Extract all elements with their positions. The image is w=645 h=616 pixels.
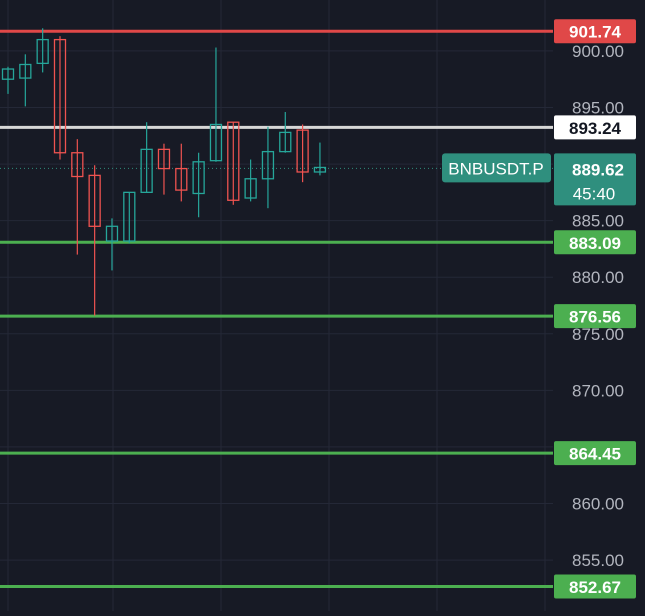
candle-body [53, 38, 67, 154]
candle [123, 191, 136, 244]
level-badge-852.67 [554, 574, 636, 599]
candle [88, 165, 101, 316]
level-badge-883.09 [554, 230, 636, 255]
candle-body [175, 167, 188, 191]
level-value-label: 901.74 [569, 23, 622, 42]
candle-body [123, 191, 136, 242]
symbol-label: BNBUSDT.P [448, 159, 543, 178]
grid [0, 0, 553, 611]
candle-body [88, 174, 101, 227]
candle-body [1, 68, 15, 80]
candle-body [279, 131, 292, 153]
symbol-badge [442, 153, 551, 183]
y-tick-label: 860.00 [572, 495, 624, 514]
candle [53, 36, 67, 160]
candle [105, 218, 119, 271]
candle [1, 66, 15, 94]
level-value-label: 883.09 [569, 234, 621, 253]
candle-body [209, 123, 223, 162]
level-badge-864.45 [554, 441, 636, 466]
y-tick-label: 885.00 [572, 212, 624, 231]
candle [209, 47, 223, 162]
level-value-label: 852.67 [569, 578, 621, 597]
y-tick-label: 900.00 [572, 42, 624, 61]
level-value-label: 876.56 [569, 308, 621, 327]
candle-body [244, 178, 257, 199]
candle-body [140, 148, 153, 194]
candle-body [296, 129, 309, 173]
candle [296, 124, 309, 183]
level-value-label: 893.24 [569, 119, 622, 138]
candle [192, 152, 205, 218]
y-tick-label: 855.00 [572, 551, 624, 570]
y-tick-label: 895.00 [572, 98, 624, 117]
candle [244, 159, 257, 202]
candle [71, 139, 84, 255]
candles [1, 28, 327, 316]
level-badge-893.24 [554, 115, 636, 140]
candle [36, 28, 49, 73]
price-axis[interactable]: 855.00 860.00 870.00 875.00 880.00 885.00 895.… [572, 42, 624, 570]
current-price-label: 889.62 [572, 160, 624, 179]
candle-body [192, 161, 205, 195]
candle-body [157, 148, 171, 170]
y-tick-label: 870.00 [572, 381, 624, 400]
candle [19, 54, 32, 107]
y-tick-label: 880.00 [572, 268, 624, 287]
candle [140, 122, 153, 194]
candle [279, 112, 292, 153]
candle [261, 126, 275, 209]
current-price-badge [554, 153, 636, 206]
level-badge-901.74 [554, 19, 636, 44]
level-badge-876.56 [554, 304, 636, 329]
price-labels: 901.74 893.24 883.09 876.56 864.45 852.67 BNBU… [442, 19, 636, 599]
candle-body [313, 166, 327, 173]
y-tick-label: 875.00 [572, 325, 624, 344]
level-value-label: 864.45 [569, 445, 621, 464]
candle [157, 143, 171, 195]
candle [175, 143, 188, 202]
countdown-label: 45:40 [573, 184, 616, 203]
candle-body [261, 150, 275, 180]
candle [313, 142, 327, 176]
candle [227, 121, 240, 205]
candle-body [19, 63, 32, 79]
candle-body [71, 152, 84, 178]
candle-body [105, 225, 119, 242]
candle-body [227, 121, 240, 201]
candle-body [36, 38, 49, 65]
